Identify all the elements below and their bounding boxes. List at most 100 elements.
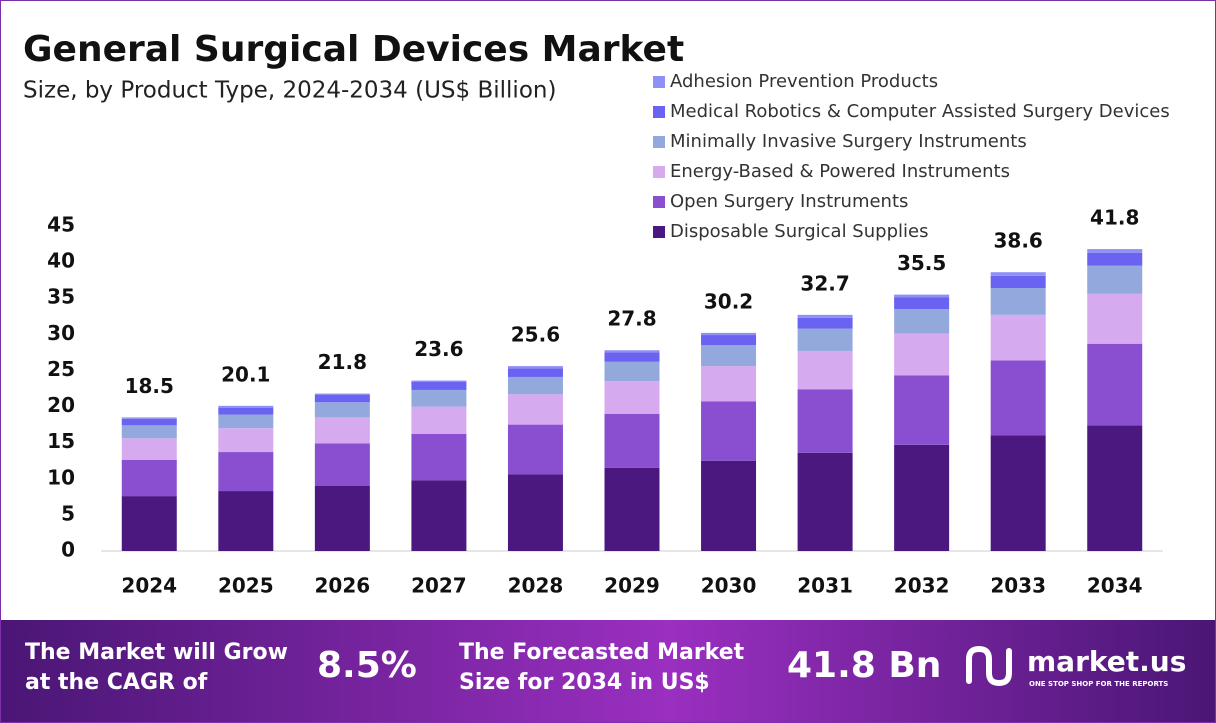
bar-segment (507, 394, 563, 425)
bar-segment (1087, 252, 1143, 266)
bar-segment (797, 317, 853, 329)
legend-label: Open Surgery Instruments (670, 191, 908, 212)
y-tick-label: 30 (47, 321, 75, 345)
bar-segment (701, 345, 757, 367)
bar-segment (1087, 249, 1143, 253)
bar-segment (797, 452, 853, 551)
total-label: 25.6 (511, 323, 560, 347)
total-label: 27.8 (607, 307, 656, 331)
y-tick-label: 0 (61, 538, 75, 562)
bar-segment (1087, 265, 1143, 294)
bar-segment (507, 366, 563, 369)
y-tick-label: 25 (47, 357, 75, 381)
bar-segment (411, 406, 467, 434)
x-tick-label: 2029 (604, 574, 660, 598)
bar-segment (604, 350, 660, 353)
bar-segment (701, 460, 757, 551)
bar-segment (797, 350, 853, 390)
bar-segment (314, 417, 370, 444)
legend-swatch (653, 76, 665, 88)
total-label: 38.6 (994, 229, 1043, 253)
y-tick-label: 15 (47, 429, 75, 453)
chart-title: General Surgical Devices Market (23, 29, 684, 70)
y-tick-label: 5 (61, 501, 75, 525)
legend-swatch (653, 166, 665, 178)
brand: market.us (1027, 645, 1186, 678)
bar-segment (507, 424, 563, 475)
x-tick-label: 2032 (894, 574, 950, 598)
total-label: 23.6 (414, 337, 463, 361)
bar-segment (314, 402, 370, 418)
legend-label: Disposable Surgical Supplies (670, 221, 928, 242)
bar-segment (604, 467, 660, 551)
bar-segment (121, 438, 177, 460)
legend-label: Energy-Based & Powered Instruments (670, 161, 1010, 182)
bar-segment (701, 401, 757, 461)
y-tick-label: 20 (47, 393, 75, 417)
bar-segment (797, 389, 853, 453)
x-tick-label: 2030 (701, 574, 757, 598)
bar-segment (990, 435, 1046, 551)
bar-segment (411, 382, 467, 390)
bar-segment (894, 294, 950, 298)
bar-segment (701, 366, 757, 402)
bar-segment (411, 434, 467, 481)
bar-segment (121, 496, 177, 551)
cagr-label: at the CAGR of (25, 670, 208, 695)
bar-segment (314, 486, 370, 551)
bar-segment (218, 428, 274, 453)
tagline: ONE STOP SHOP FOR THE REPORTS (1029, 680, 1168, 688)
bar-segment (701, 332, 757, 336)
bar-segment (894, 297, 950, 310)
bar-segment (1087, 343, 1143, 426)
bar-segment (314, 393, 370, 395)
bar-segment (411, 480, 467, 551)
bar-segment (121, 417, 177, 419)
x-tick-label: 2028 (508, 574, 564, 598)
cagr-label: The Market will Grow (25, 640, 288, 665)
x-tick-label: 2025 (218, 574, 274, 598)
x-tick-label: 2034 (1087, 574, 1143, 598)
y-tick-label: 10 (47, 465, 75, 489)
bar-segment (990, 272, 1046, 276)
total-label: 35.5 (897, 251, 946, 275)
bar-segment (121, 418, 177, 426)
bar-segment (218, 408, 274, 415)
bar-segment (121, 460, 177, 497)
x-tick-label: 2027 (411, 574, 467, 598)
bar-segment (121, 425, 177, 439)
legend-swatch (653, 196, 665, 208)
bar-segment (894, 375, 950, 445)
bar-segment (507, 368, 563, 377)
forecast-label: The Forecasted Market (459, 640, 745, 665)
legend-swatch (653, 226, 665, 238)
cagr-value: 8.5% (317, 645, 417, 686)
total-label: 18.5 (125, 374, 174, 398)
bar-segment (701, 335, 757, 346)
bar-segment (990, 360, 1046, 436)
legend-label: Adhesion Prevention Products (670, 71, 938, 92)
bar-segment (604, 381, 660, 414)
y-tick-label: 45 (47, 213, 75, 237)
bar-segment (604, 361, 660, 382)
bar-segment (314, 395, 370, 403)
x-tick-label: 2026 (315, 574, 371, 598)
bar-segment (218, 452, 274, 492)
legend-label: Medical Robotics & Computer Assisted Sur… (670, 101, 1170, 122)
bar-segment (894, 333, 950, 376)
bar-segment (411, 389, 467, 407)
chart-subtitle: Size, by Product Type, 2024-2034 (US$ Bi… (23, 78, 556, 104)
total-label: 30.2 (704, 289, 753, 313)
bar-segment (990, 275, 1046, 289)
bar-segment (604, 413, 660, 468)
footer-band (1, 620, 1215, 722)
legend-swatch (653, 136, 665, 148)
bar-segment (604, 352, 660, 362)
x-tick-label: 2033 (990, 574, 1046, 598)
bar-segment (894, 444, 950, 551)
bar-segment (507, 474, 563, 551)
y-tick-label: 40 (47, 249, 75, 273)
total-label: 32.7 (800, 271, 849, 295)
